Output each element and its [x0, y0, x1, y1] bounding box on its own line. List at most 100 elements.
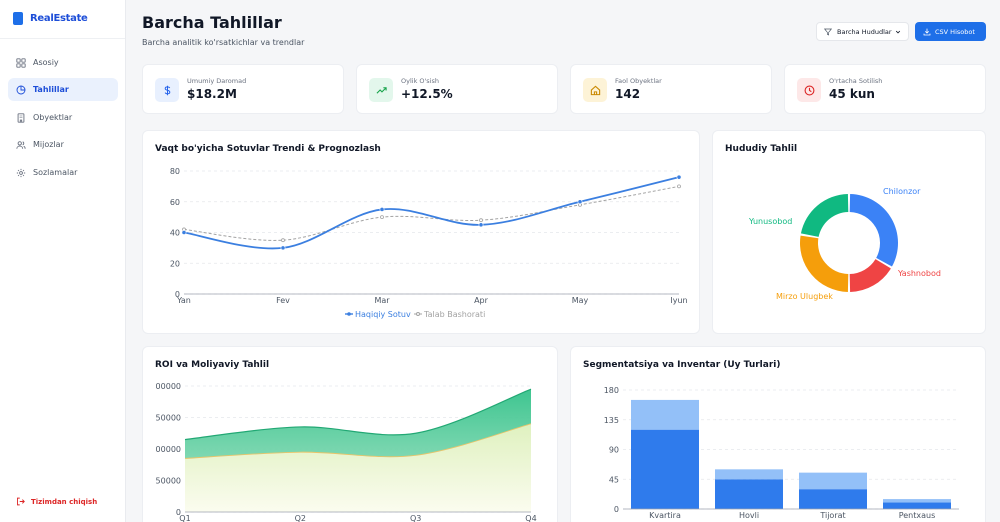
sidebar-item-asosiy[interactable]: Asosiy — [8, 51, 118, 74]
forecast-line — [183, 185, 680, 241]
stat-label: Umumiy Daromad — [187, 77, 247, 85]
gear-icon — [16, 168, 26, 177]
donut-slice-yashnobod — [849, 259, 891, 292]
actual-sales-point — [478, 222, 484, 228]
donut-slice-mirzo-ulugbek — [800, 235, 849, 292]
sidebar-item-mijozlar[interactable]: Mijozlar — [8, 133, 118, 156]
area-lower — [185, 423, 531, 512]
donut-label: Yashnobod — [897, 269, 941, 278]
y-tick-label: 90 — [609, 446, 619, 455]
clock-icon — [797, 78, 821, 102]
roi-chart: 0 50000 00000 50000 00000 Q1 Q2 Q3 Q4 — [156, 382, 537, 522]
chevron-down-icon — [895, 30, 900, 33]
bar-hovli-top — [715, 469, 783, 480]
legend-marker-actual — [347, 312, 351, 316]
x-tick-label: Fev — [276, 296, 290, 305]
logout-button[interactable]: Tizimdan chiqish — [16, 497, 97, 506]
bar-kvartira-base — [631, 429, 699, 509]
x-tick-label: Q2 — [295, 514, 306, 522]
x-tick-label: Q3 — [410, 514, 421, 522]
bar-tijorat-base — [799, 489, 867, 509]
panel-title: Hududiy Tahlil — [725, 144, 798, 154]
x-tick-label: Mar — [374, 296, 390, 305]
y-tick-label: 0 — [614, 505, 619, 514]
trend-panel: Vaqt bo'yicha Sotuvlar Trendi & Prognozl… — [142, 130, 700, 334]
segment-chart: 0 45 90 135 180 Kvartira Hovli Tijorat Pentxaus — [604, 386, 959, 520]
panel-title: Vaqt bo'yicha Sotuvlar Trendi & Prognozl… — [155, 144, 381, 154]
bar-pentxaus-top — [883, 499, 951, 503]
stat-card-active-objects: Faol Obyektlar 142 — [570, 64, 772, 114]
pie-chart-icon — [16, 85, 26, 94]
page-title: Barcha Tahlillar — [142, 13, 282, 32]
donut-slice-yunusobod — [800, 194, 849, 237]
forecast-point — [479, 218, 483, 223]
bar-kvartira-top — [631, 399, 699, 430]
x-tick-label: Q4 — [525, 514, 536, 522]
stat-value: $18.2M — [187, 87, 237, 101]
stat-label: Oylik O'sish — [401, 77, 440, 85]
bar-tijorat-top — [799, 472, 867, 490]
roi-panel: ROI va Moliyaviy Tahlil 0 50000 00000 50000… — [142, 346, 558, 522]
x-tick-label: May — [572, 296, 589, 305]
sidebar-item-label: Mijozlar — [33, 140, 64, 149]
filter-icon — [824, 28, 832, 36]
stat-value: 45 kun — [829, 87, 875, 101]
x-tick-label: Iyun — [670, 296, 687, 305]
y-tick-label: 00000 — [156, 445, 181, 454]
stat-card-growth: Oylik O'sish +12.5% — [356, 64, 558, 114]
legend-label-actual: Haqiqiy Sotuv — [355, 310, 411, 319]
y-tick-label: 180 — [604, 386, 619, 395]
x-tick-label: Hovli — [739, 511, 759, 520]
y-tick-label: 20 — [170, 259, 180, 268]
sidebar-item-sozlamalar[interactable]: Sozlamalar — [8, 161, 118, 184]
y-tick-label: 80 — [170, 167, 180, 176]
y-tick-label: 0 — [176, 508, 181, 517]
actual-sales-point — [379, 207, 385, 212]
y-tick-label: 40 — [170, 229, 180, 238]
logout-label: Tizimdan chiqish — [31, 497, 98, 506]
donut-label: Chilonzor — [883, 187, 921, 196]
building-icon — [17, 112, 25, 123]
sidebar: RealEstate Asosiy Tahlillar Obyektlar Mi… — [0, 0, 126, 522]
trending-up-icon — [369, 78, 393, 102]
sidebar-item-label: Sozlamalar — [33, 168, 78, 177]
x-tick-label: Kvartira — [649, 511, 681, 520]
area-upper-line — [184, 388, 532, 441]
sidebar-item-tahlillar[interactable]: Tahlillar — [8, 78, 118, 101]
brand-mark-icon — [13, 11, 23, 25]
sidebar-item-obyektlar[interactable]: Obyektlar — [8, 106, 118, 129]
y-tick-label: 50000 — [156, 477, 181, 486]
area-lower-line — [184, 423, 532, 459]
csv-label: CSV Hisobot — [935, 27, 975, 36]
legend-label-forecast: Talab Bashorati — [423, 310, 485, 319]
forecast-point — [677, 184, 681, 189]
actual-sales-line — [183, 176, 680, 250]
actual-sales-point — [577, 199, 583, 205]
users-icon — [16, 140, 26, 149]
bar-pentxaus-base — [883, 502, 951, 509]
y-tick-label: 0 — [175, 290, 180, 299]
stat-label: O'rtacha Sotilish — [829, 77, 883, 85]
donut-label: Mirzo Ulugbek — [776, 292, 833, 301]
home-icon — [583, 78, 607, 102]
stat-card-avg-sale: O'rtacha Sotilish 45 kun — [784, 64, 986, 114]
y-tick-label: 50000 — [156, 414, 181, 423]
bar-hovli-base — [715, 479, 783, 509]
stat-value: 142 — [615, 87, 641, 101]
forecast-point — [281, 238, 285, 243]
x-tick-label: Tijorat — [819, 511, 845, 520]
y-tick-label: 135 — [604, 416, 619, 425]
forecast-point — [380, 215, 384, 220]
trend-chart: 0 20 40 60 80 Yan Fev Mar Apr May Iyun Haqiqiy Sotu… — [170, 167, 688, 319]
region-filter-dropdown[interactable]: Barcha Hududlar — [816, 22, 909, 41]
x-tick-label: Q1 — [179, 514, 190, 522]
y-tick-label: 60 — [170, 198, 180, 207]
x-tick-label: Apr — [474, 296, 489, 305]
brand-name: RealEstate — [30, 12, 88, 24]
actual-sales-point — [280, 245, 286, 251]
filter-label: Barcha Hududlar — [837, 27, 892, 36]
segment-panel: Segmentatsiya va Inventar (Uy Turlari) 0… — [570, 346, 986, 522]
csv-export-button[interactable]: CSV Hisobot — [915, 22, 986, 41]
panel-title: ROI va Moliyaviy Tahlil — [155, 360, 270, 370]
brand-logo[interactable]: RealEstate — [13, 11, 88, 25]
